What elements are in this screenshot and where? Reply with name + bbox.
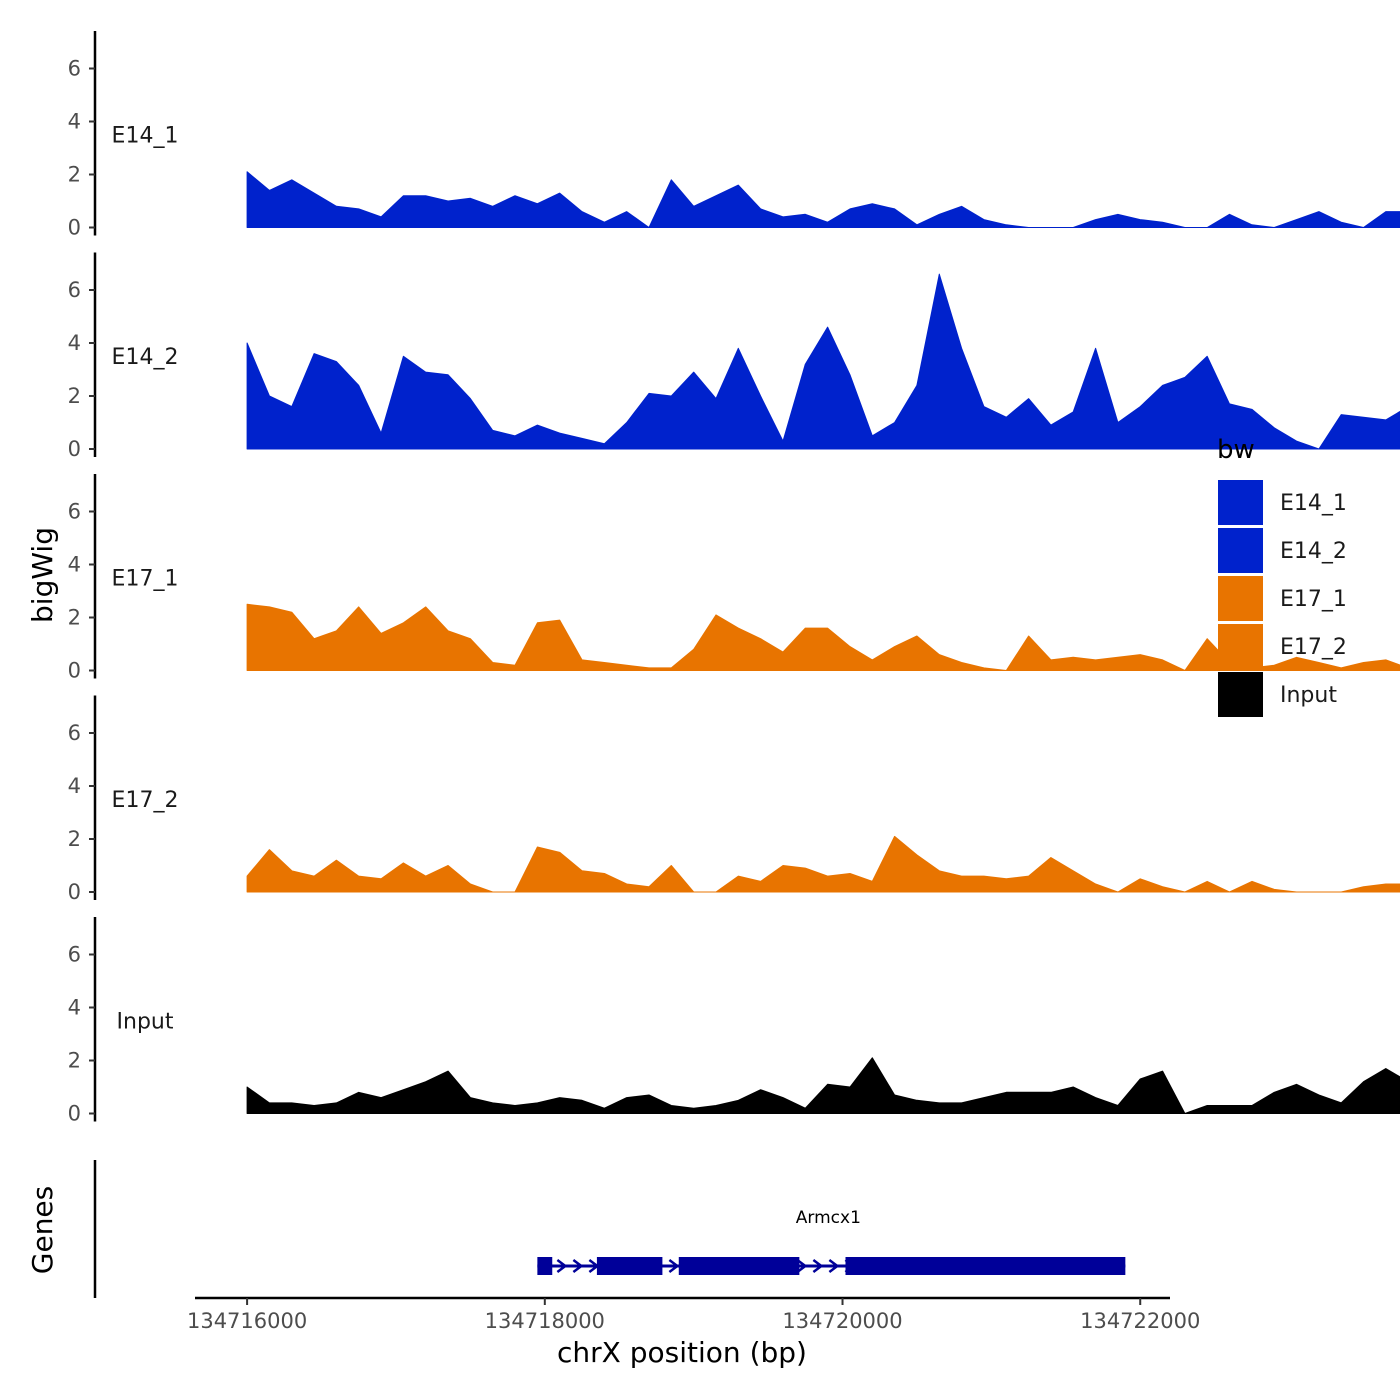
legend-swatch [1218,480,1263,525]
gene-exon [678,1257,800,1275]
legend-label: E17_1 [1280,587,1347,612]
x-axis: 134716000 134718000 134720000 134722000 [187,1296,1200,1333]
signal-area [246,273,1400,450]
strand-arrow [812,1259,824,1273]
signal-area [246,171,1400,228]
y-tick-label: 0 [68,659,81,683]
y-tick-label: 4 [68,774,81,798]
strand-arrow [796,1259,808,1273]
track-label: Input [117,1010,174,1035]
gene-exon [596,1257,663,1275]
y-tick-label: 0 [68,437,81,461]
y-tick-label: 6 [68,500,81,524]
y-tick-label: 2 [68,384,81,408]
legend-label: E17_2 [1280,635,1347,660]
y-tick-label: 2 [68,1049,81,1073]
legend-label: E14_2 [1280,539,1347,564]
legend-label: Input [1280,683,1337,708]
x-tick-label: 134722000 [1080,1309,1200,1333]
genes-panel: Genes Armcx1 [26,1160,1126,1298]
y-tick-label: 2 [68,827,81,851]
genes-axis-title: Genes [26,1186,59,1274]
track-label: E17_1 [112,567,179,592]
legend-swatch [1218,672,1263,717]
tracks-group: 0 2 4 6 E14_1 0 2 4 6 E14_2 0 2 4 6 E17_1 0 2 4 6 E17_2 0 2 4 6… [68,31,1400,1126]
y-tick-label: 4 [68,553,81,577]
strand-arrow [572,1259,584,1273]
legend-swatch [1218,576,1263,621]
x-tick-label: 134720000 [782,1309,902,1333]
legend-title: bw [1217,435,1255,465]
gene-exon [845,1257,1126,1275]
legend-swatch [1218,624,1263,669]
gene-exon [537,1257,553,1275]
y-tick-label: 6 [68,278,81,302]
strand-arrow [668,1259,680,1273]
track-label: E14_1 [112,124,179,149]
y-tick-label: 0 [68,880,81,904]
signal-area [246,1057,1400,1114]
y-axis-title: bigWig [26,527,59,623]
y-tick-label: 6 [68,721,81,745]
track-e17_1: 0 2 4 6 E17_1 [68,474,1400,683]
legend-swatch [1218,528,1263,573]
y-tick-label: 0 [68,216,81,240]
y-tick-label: 6 [68,943,81,967]
x-axis-title: chrX position (bp) [557,1336,807,1369]
y-tick-label: 2 [68,606,81,630]
y-tick-label: 4 [68,331,81,355]
legend-label: E14_1 [1280,491,1347,516]
gene-label: Armcx1 [796,1208,861,1228]
signal-area [246,835,1400,893]
track-e14_1: 0 2 4 6 E14_1 [68,31,1400,240]
legend: bw E14_1 E14_2 E17_1 E17_2 Input [1217,435,1347,717]
track-label: E14_2 [112,345,179,370]
y-tick-label: 2 [68,163,81,187]
track-e14_2: 0 2 4 6 E14_2 [68,252,1400,461]
x-tick-label: 134718000 [485,1309,605,1333]
x-tick-label: 134716000 [187,1309,307,1333]
track-e17_2: 0 2 4 6 E17_2 [68,695,1400,904]
y-tick-label: 0 [68,1102,81,1126]
y-tick-label: 4 [68,996,81,1020]
y-tick-label: 6 [68,57,81,81]
track-input: 0 2 4 6 Input [68,917,1400,1126]
strand-arrow [828,1259,840,1273]
strand-arrow [556,1259,568,1273]
y-tick-label: 4 [68,110,81,134]
track-label: E17_2 [112,788,179,813]
